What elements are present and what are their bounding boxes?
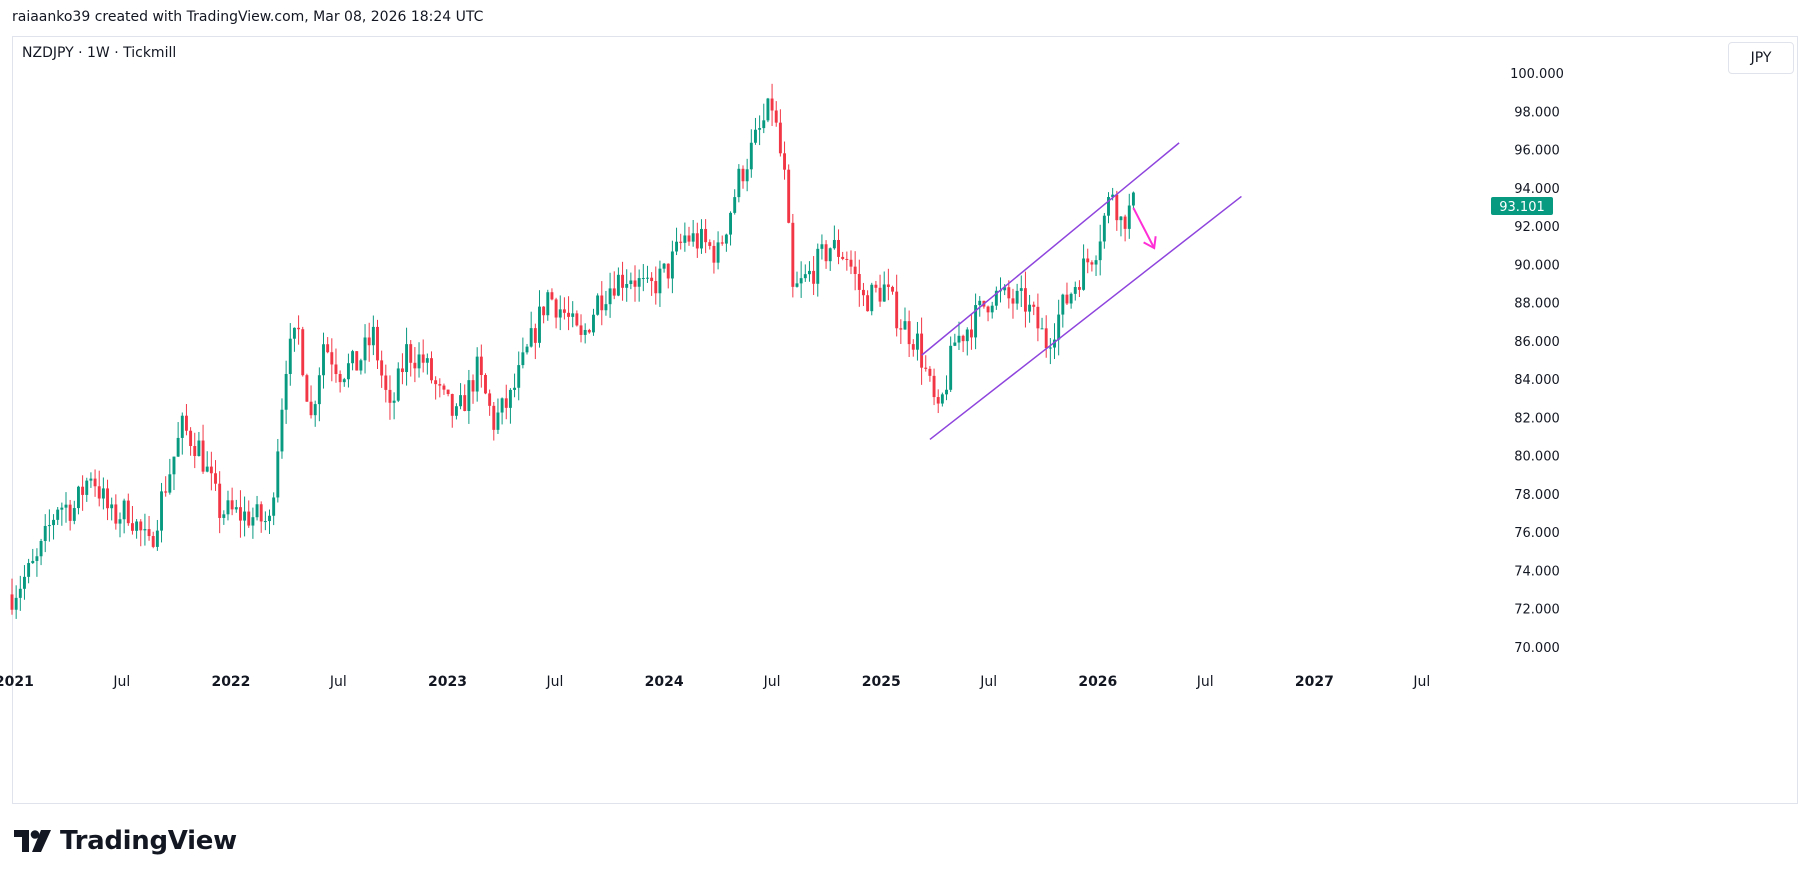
footer-brand[interactable]: TradingView (14, 826, 237, 856)
chart-frame (12, 36, 1798, 804)
symbol-legend[interactable]: NZDJPY · 1W · Tickmill (22, 45, 177, 61)
brand-name: TradingView (60, 826, 237, 856)
tradingview-logo-icon (14, 830, 51, 852)
currency-button[interactable]: JPY (1728, 42, 1794, 74)
chart-attribution: raiaanko39 created with TradingView.com,… (12, 9, 484, 25)
